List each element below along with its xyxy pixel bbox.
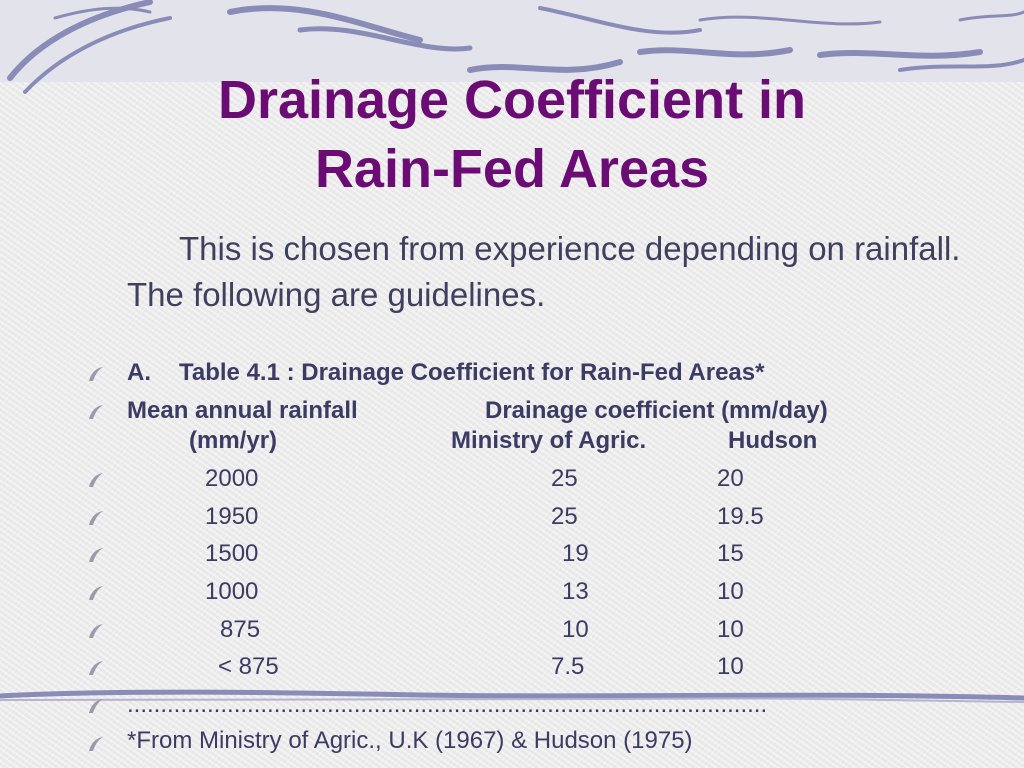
swoosh-bullet-icon [89,624,103,638]
table-cell-hudson: 19.5 [717,503,764,530]
slide-title: Drainage Coefficient in Rain-Fed Areas [0,66,1024,204]
header-col-drainage: Drainage coefficient (mm/day) [485,397,828,424]
table-cell-ministry: 19 [562,540,589,567]
header-sub-ministry: Ministry of Agric. [451,427,647,454]
swoosh-bullet-icon [89,473,103,487]
dotted-rule: ........................................… [127,691,768,718]
swirl-decoration-icon [0,0,1024,94]
footnote: *From Ministry of Agric., U.K (1967) & H… [127,727,693,754]
table-cell-rainfall: 1500 [205,540,259,567]
swoosh-bullet-icon [89,699,103,713]
table-cell-hudson: 10 [717,578,744,605]
table-cell-rainfall: 1950 [205,503,259,530]
swirl-divider-icon [0,689,1024,703]
table-cell-ministry: 10 [562,616,589,643]
header-sub-hudson: Hudson [728,427,818,454]
swoosh-bullet-icon [89,548,103,562]
title-line-1: Drainage Coefficient in [217,70,807,130]
table-cell-ministry: 7.5 [551,653,585,680]
swoosh-bullet-icon [89,405,103,419]
table-cell-hudson: 20 [717,465,744,492]
table-cell-rainfall: 1000 [205,578,259,605]
table-cell-hudson: 15 [717,540,744,567]
table-caption: A. Table 4.1 : Drainage Coefficient for … [127,359,764,387]
table-cell-ministry: 13 [562,578,589,605]
header-col-rainfall: Mean annual rainfall [127,397,358,424]
title-line-2: Rain-Fed Areas [314,139,710,199]
table-cell-rainfall: 875 [220,616,261,643]
table-cell-ministry: 25 [551,465,578,492]
table-cell-ministry: 25 [551,503,578,530]
table-cell-hudson: 10 [717,653,744,680]
header-rainfall-unit: (mm/yr) [189,427,278,454]
swoosh-bullet-icon [89,367,103,381]
intro-paragraph: This is chosen from experience depending… [127,230,961,313]
swoosh-bullet-icon [89,586,103,600]
table-cell-hudson: 10 [717,616,744,643]
swoosh-bullet-icon [89,737,103,751]
caption-text: Table 4.1 : Drainage Coefficient for Rai… [179,359,765,386]
caption-marker: A. [127,359,151,386]
table-cell-rainfall: 2000 [205,465,259,492]
swoosh-bullet-icon [89,661,103,675]
table-cell-rainfall: < 875 [218,653,279,680]
swoosh-bullet-icon [89,511,103,525]
